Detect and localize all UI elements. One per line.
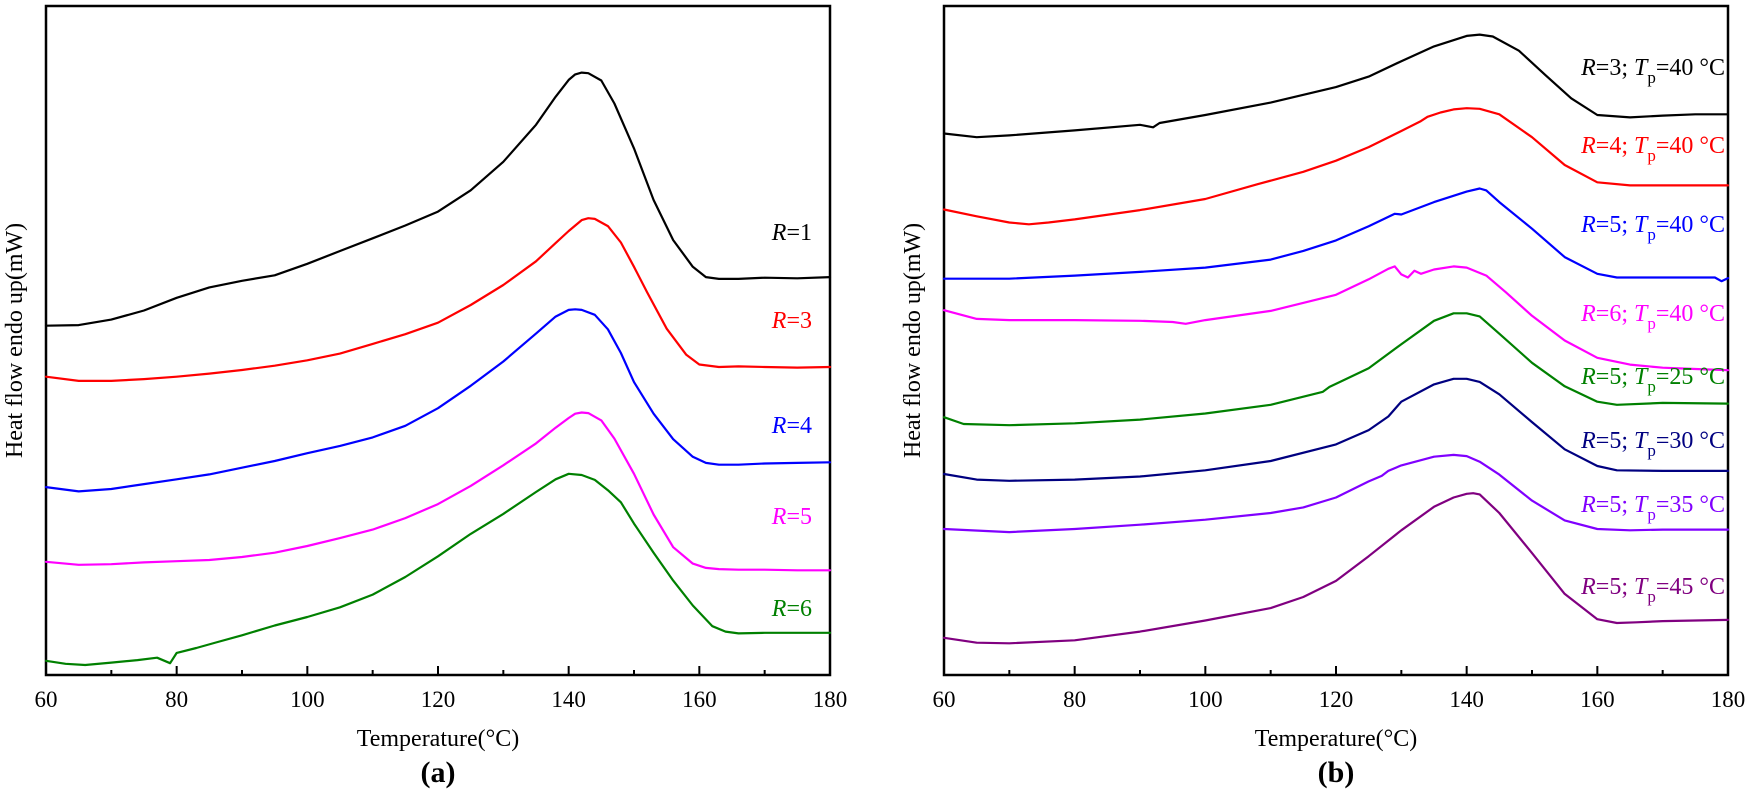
x-tick-label: 60 <box>35 687 58 712</box>
series-label: R=4 <box>771 413 812 439</box>
series-label: R=3; Tp=40 °C <box>1580 55 1725 87</box>
x-axis-title: Temperature(°C) <box>1255 726 1418 752</box>
series-line-r-5-tp-30-c <box>942 377 1730 482</box>
x-tick-label: 60 <box>933 687 956 712</box>
plot-frame <box>44 4 832 677</box>
x-tick-label: 160 <box>682 687 717 712</box>
x-tick-label: 180 <box>813 687 848 712</box>
series-line-r-6 <box>44 472 832 667</box>
series-line-r-1 <box>44 71 832 327</box>
panel-label: (b) <box>1318 756 1355 789</box>
series-line-r-5-tp-40-c <box>942 187 1730 283</box>
series-label: R=4; Tp=40 °C <box>1580 133 1725 165</box>
panel-a: 60 80 100 120 140 160 180 Temperature(°C) Heat f… <box>2 4 848 789</box>
series-line-r-4-tp-40-c <box>942 107 1730 226</box>
series-line-r-5-tp-45-c <box>942 492 1730 645</box>
series-label: R=5 <box>771 504 812 530</box>
series-line-r-5 <box>44 411 832 572</box>
panel-label: (a) <box>421 756 456 789</box>
series-line-r-6-tp-40-c <box>942 265 1730 372</box>
x-tick-label: 180 <box>1711 687 1746 712</box>
x-tick-label: 120 <box>421 687 456 712</box>
series-line-r-5-tp-35-c <box>942 453 1730 534</box>
series-label: R=5; Tp=25 °C <box>1580 364 1725 396</box>
series-line-r-5-tp-25-c <box>942 312 1730 427</box>
series-line-r-3-tp-40-c <box>942 33 1730 139</box>
series-label: R=5; Tp=40 °C <box>1580 212 1725 244</box>
series-label: R=5; Tp=45 °C <box>1580 574 1725 606</box>
series-line-r-3 <box>44 217 832 382</box>
x-tick-label: 100 <box>1188 687 1223 712</box>
series-label: R=3 <box>771 308 812 334</box>
y-axis-title: Heat flow endo up(mW) <box>2 223 28 458</box>
x-tick-label: 140 <box>551 687 586 712</box>
series-label: R=1 <box>771 220 812 246</box>
x-tick-label: 80 <box>165 687 188 712</box>
series-label: R=6; Tp=40 °C <box>1580 301 1725 333</box>
x-tick-label: 140 <box>1449 687 1484 712</box>
panel-b: 60 80 100 120 140 160 180 Temperature(°C) Heat f… <box>900 4 1746 789</box>
series-label: R=6 <box>771 596 812 622</box>
x-axis-title: Temperature(°C) <box>357 726 520 752</box>
x-tick-label: 120 <box>1319 687 1354 712</box>
x-tick-label: 80 <box>1063 687 1086 712</box>
series-label: R=5; Tp=35 °C <box>1580 492 1725 524</box>
x-tick-label: 100 <box>290 687 325 712</box>
series-label: R=5; Tp=30 °C <box>1580 428 1725 460</box>
x-tick-label: 160 <box>1580 687 1615 712</box>
series-line-r-4 <box>44 308 832 493</box>
y-axis-title: Heat flow endo up(mW) <box>900 223 926 458</box>
